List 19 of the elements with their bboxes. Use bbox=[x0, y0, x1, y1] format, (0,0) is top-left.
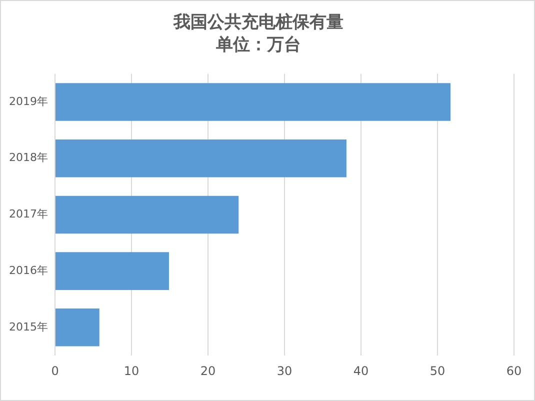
bar bbox=[56, 308, 100, 346]
chart-title: 我国公共充电桩保有量 bbox=[172, 12, 344, 33]
x-tick-label: 0 bbox=[51, 364, 59, 378]
y-tick-label: 2015年 bbox=[9, 320, 48, 334]
x-tick-label: 40 bbox=[353, 364, 369, 378]
x-tick-label: 20 bbox=[200, 364, 216, 378]
y-tick-label: 2018年 bbox=[9, 151, 48, 164]
x-tick-label: 10 bbox=[124, 364, 140, 378]
y-tick-label: 2017年 bbox=[9, 208, 48, 221]
bar bbox=[56, 139, 346, 178]
bar bbox=[56, 252, 169, 290]
y-tick-label: 2016年 bbox=[9, 264, 48, 277]
x-tick-label: 30 bbox=[276, 364, 292, 378]
y-tick-label: 2019年 bbox=[9, 94, 48, 108]
bar bbox=[56, 196, 239, 234]
x-tick-label: 50 bbox=[430, 364, 446, 378]
chart-subtitle: 单位：万台 bbox=[215, 35, 301, 56]
x-tick-label: 60 bbox=[506, 364, 522, 378]
bar bbox=[56, 83, 451, 121]
